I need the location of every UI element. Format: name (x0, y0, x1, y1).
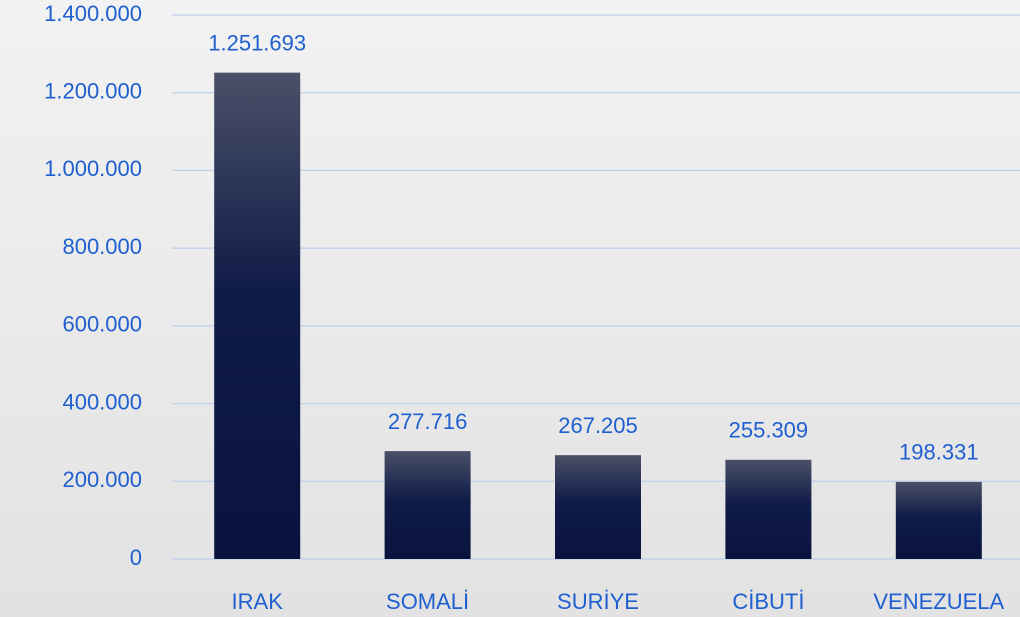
y-tick-label: 1.200.000 (44, 79, 142, 104)
y-tick-label: 1.000.000 (44, 156, 142, 181)
x-tick-label: VENEZUELA (873, 589, 1004, 614)
x-tick-label: SOMALİ (386, 589, 469, 614)
data-label: 277.716 (388, 409, 468, 434)
bar (725, 459, 812, 559)
bar (384, 451, 471, 559)
y-tick-label: 200.000 (62, 467, 142, 492)
data-label: 198.331 (899, 440, 979, 465)
x-tick-label: CİBUTİ (732, 589, 804, 614)
y-tick-label: 400.000 (62, 389, 142, 414)
data-label: 255.309 (729, 418, 809, 443)
bar (895, 481, 982, 559)
y-tick-label: 600.000 (62, 312, 142, 337)
x-tick-label: IRAK (232, 589, 284, 614)
y-tick-label: 1.400.000 (44, 1, 142, 26)
data-label: 267.205 (558, 413, 638, 438)
y-tick-label: 0 (130, 545, 142, 570)
data-label: 1.251.693 (208, 30, 306, 55)
y-tick-label: 800.000 (62, 234, 142, 259)
bar (214, 72, 301, 559)
bar (555, 455, 641, 559)
x-tick-label: SURİYE (557, 589, 639, 614)
